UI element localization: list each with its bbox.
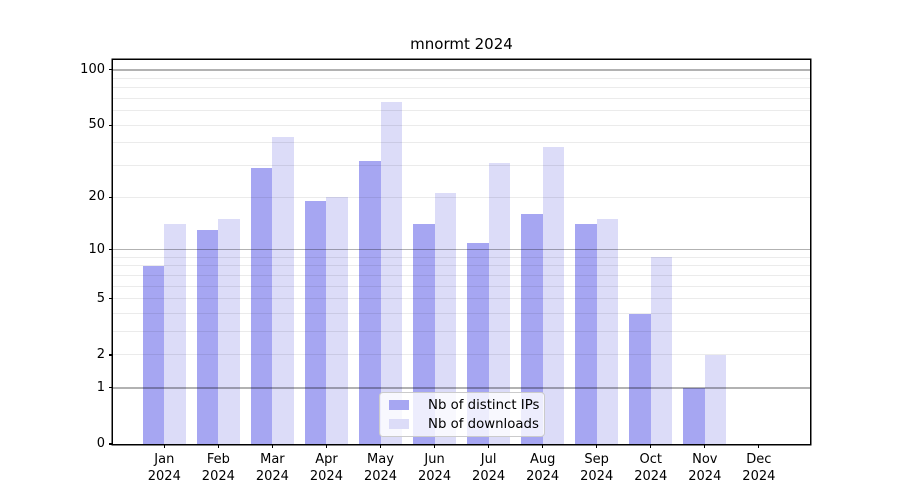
x-tick-mark-may <box>379 444 382 448</box>
x-tick-label-jun: Jun 2024 <box>418 452 452 484</box>
bar-jan-downloads <box>164 224 186 444</box>
x-tick-label-oct: Oct 2024 <box>634 452 668 484</box>
bar-mar-downloads <box>272 137 294 444</box>
x-tick-label-nov: Nov 2024 <box>688 452 722 484</box>
y-tick-mark-100 <box>109 69 113 71</box>
gridline-3 <box>113 331 810 333</box>
bar-feb-downloads <box>218 219 240 444</box>
x-tick-mark-oct <box>650 444 652 448</box>
bar-jun-distinct-ips <box>413 224 435 444</box>
y-tick-label-10: 10 <box>88 241 105 257</box>
gridline-40 <box>113 142 810 144</box>
x-tick-label-aug: Aug 2024 <box>526 452 560 484</box>
bar-oct-distinct-ips <box>629 313 651 444</box>
x-tick-label-dec: Dec 2024 <box>742 452 776 484</box>
x-tick-mark-jun <box>433 444 436 448</box>
y-tick-label-20: 20 <box>88 189 105 205</box>
bar-may-downloads <box>380 101 402 444</box>
bar-mar-distinct-ips <box>250 168 273 444</box>
legend-label-distinct-ips: Nb of distinct IPs <box>428 397 540 413</box>
legend-item-downloads: Nb of downloads <box>389 417 544 432</box>
gridline-10 <box>113 249 810 251</box>
y-tick-label-50: 50 <box>88 117 105 133</box>
x-tick-label-feb: Feb 2024 <box>201 452 235 484</box>
legend-swatch-downloads <box>389 419 409 429</box>
gridline-80 <box>113 87 810 89</box>
y-tick-mark-10 <box>109 248 113 251</box>
bar-apr-downloads <box>326 197 348 444</box>
bar-aug-distinct-ips <box>521 214 543 444</box>
bar-may-distinct-ips <box>359 160 381 444</box>
y-tick-mark-1 <box>109 387 113 389</box>
bar-apr-distinct-ips <box>304 201 327 444</box>
gridline-1 <box>113 387 810 389</box>
bar-jun-downloads <box>434 193 457 444</box>
bar-nov-distinct-ips <box>683 387 705 444</box>
gridline-5 <box>113 298 810 300</box>
y-tick-label-100: 100 <box>80 61 105 77</box>
x-tick-mark-sep <box>596 444 598 448</box>
gridline-30 <box>113 165 810 167</box>
y-tick-label-2: 2 <box>96 346 105 362</box>
gridline-20 <box>113 196 810 198</box>
gridline-6 <box>113 285 810 287</box>
chart-title: mnormt 2024 <box>410 35 513 53</box>
bar-oct-downloads <box>650 257 673 444</box>
x-tick-mark-dec <box>758 444 760 448</box>
gridline-4 <box>113 313 810 314</box>
legend-label-downloads: Nb of downloads <box>428 416 539 432</box>
y-tick-mark-50 <box>109 124 113 126</box>
x-tick-mark-nov <box>704 444 706 448</box>
x-tick-mark-mar <box>271 444 274 448</box>
gridline-2 <box>113 354 810 356</box>
legend: Nb of distinct IPs Nb of downloads <box>379 392 545 437</box>
x-tick-mark-jan <box>163 444 165 448</box>
y-tick-mark-0 <box>109 443 113 445</box>
y-tick-mark-20 <box>109 196 113 198</box>
x-tick-label-sep: Sep 2024 <box>580 452 614 484</box>
x-tick-mark-apr <box>325 444 328 448</box>
y-tick-mark-5 <box>109 298 113 300</box>
gridline-8 <box>113 265 810 267</box>
y-tick-label-0: 0 <box>96 436 105 451</box>
gridline-90 <box>113 77 810 79</box>
x-tick-mark-aug <box>542 444 544 448</box>
y-tick-label-1: 1 <box>96 379 105 395</box>
x-tick-label-apr: Apr 2024 <box>309 452 343 484</box>
bar-aug-downloads <box>542 146 565 444</box>
x-tick-mark-jul <box>487 444 490 448</box>
bar-sep-downloads <box>596 219 619 444</box>
legend-item-distinct-ips: Nb of distinct IPs <box>389 398 544 413</box>
gridline-7 <box>113 274 810 276</box>
bar-jan-distinct-ips <box>142 265 165 444</box>
x-tick-mark-feb <box>217 444 219 448</box>
bar-nov-downloads <box>704 354 727 444</box>
x-tick-label-jul: Jul 2024 <box>472 452 506 484</box>
gridline-50 <box>113 124 810 126</box>
bar-sep-distinct-ips <box>575 224 597 444</box>
gridline-9 <box>113 256 810 258</box>
y-tick-label-5: 5 <box>96 290 105 306</box>
gridline-70 <box>113 97 810 99</box>
x-tick-label-jan: Jan 2024 <box>147 452 181 484</box>
bar-jul-downloads <box>488 163 511 444</box>
bar-feb-distinct-ips <box>196 230 219 444</box>
y-tick-mark-2 <box>109 354 113 356</box>
x-tick-label-may: May 2024 <box>363 452 398 484</box>
legend-swatch-distinct-ips <box>389 400 409 410</box>
plot-area <box>113 60 810 444</box>
gridline-60 <box>113 110 810 112</box>
x-tick-label-mar: Mar 2024 <box>255 452 289 484</box>
gridline-100 <box>113 69 810 71</box>
